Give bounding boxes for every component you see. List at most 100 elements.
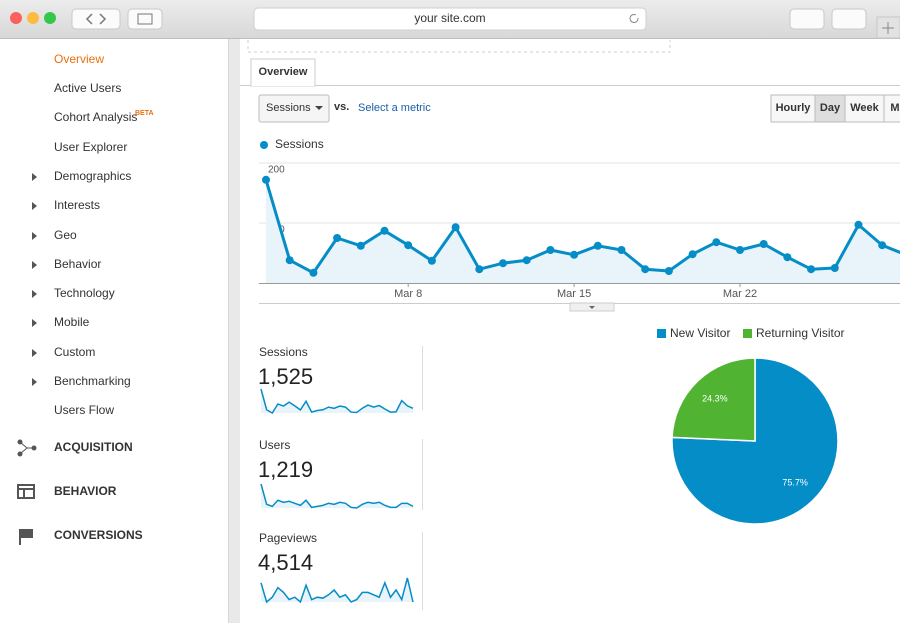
point — [830, 264, 839, 272]
section-label[interactable]: CONVERSIONS — [54, 528, 143, 542]
expand-arrow — [32, 378, 37, 386]
point — [736, 246, 744, 254]
point — [854, 220, 863, 229]
period-button[interactable] — [814, 94, 846, 123]
slice-label: 75.7% — [782, 477, 808, 487]
plus-icon — [882, 22, 894, 34]
y-tick-label: 200 — [268, 165, 285, 176]
scorecard-label: Sessions — [259, 345, 308, 359]
line — [264, 179, 900, 275]
expand-arrow — [32, 261, 37, 269]
nav-buttons[interactable] — [71, 8, 121, 30]
sparkline — [260, 388, 414, 415]
period-button[interactable] — [770, 94, 816, 123]
zoom-button[interactable] — [44, 12, 56, 24]
point — [712, 238, 721, 247]
vs-label: vs. — [334, 101, 349, 113]
collapse-arrow — [589, 306, 595, 309]
metric-label: Sessions — [266, 102, 311, 114]
sparkline — [260, 483, 414, 509]
metric-dropdown[interactable] — [258, 94, 330, 123]
point — [664, 267, 673, 275]
nav-item[interactable]: Interests — [54, 198, 100, 212]
point — [617, 246, 626, 254]
section-label[interactable]: BEHAVIOR — [54, 484, 117, 498]
period-button[interactable] — [883, 94, 900, 123]
expand-arrow — [32, 232, 37, 240]
expand-arrow — [32, 202, 37, 210]
nav-arrows — [85, 13, 107, 25]
minimize-button[interactable] — [27, 12, 39, 24]
point — [285, 256, 294, 265]
reload-icon[interactable] — [629, 14, 639, 23]
point — [427, 256, 436, 265]
x-tick-label: Mar 8 — [394, 288, 422, 300]
share-button[interactable] — [789, 8, 825, 30]
expand-arrow — [32, 349, 37, 357]
url: your site.com — [414, 11, 485, 25]
point — [522, 256, 531, 265]
period-label: Week — [850, 102, 879, 114]
point — [783, 253, 792, 262]
point — [546, 246, 555, 254]
close-button[interactable] — [10, 12, 22, 24]
period-label: Day — [820, 102, 841, 114]
sidebar-button[interactable] — [127, 8, 163, 30]
period-label: Hourly — [776, 102, 812, 114]
beta-badge: BETA — [135, 110, 154, 117]
period-label: M — [890, 102, 899, 114]
nav-item[interactable]: Behavior — [54, 257, 101, 271]
legend-marker — [260, 141, 268, 149]
nav-item[interactable]: Geo — [54, 228, 77, 242]
conversions-icon — [19, 529, 33, 545]
sparkline — [260, 577, 414, 604]
nav-item[interactable]: Benchmarking — [54, 374, 131, 388]
expand-arrow — [32, 173, 37, 181]
nav-item[interactable]: Cohort Analysis — [54, 110, 137, 124]
tabs-button[interactable] — [831, 8, 867, 30]
segment-box — [247, 40, 671, 53]
scorecard-value: 1,219 — [258, 457, 313, 482]
scorecard-label: Users — [259, 438, 290, 452]
sidebar-icon — [137, 13, 153, 25]
point — [309, 268, 318, 277]
acquisition-icon — [17, 439, 37, 457]
scorecard-label: Pageviews — [259, 531, 317, 545]
point — [499, 259, 507, 268]
expand-arrow — [32, 290, 37, 298]
main-content: Overview Sessions vs. Select a metric Ho… — [240, 40, 900, 610]
scorecard-value: 4,514 — [258, 550, 313, 575]
x-tick-label: Mar 22 — [723, 288, 757, 300]
x-tick-label: Mar 15 — [557, 288, 591, 300]
point — [570, 250, 579, 259]
nav-item[interactable]: Demographics — [54, 169, 131, 183]
point — [451, 223, 460, 232]
point — [333, 234, 342, 242]
sparkline-area — [261, 484, 413, 508]
legend-label: Returning Visitor — [756, 326, 845, 340]
section-label[interactable]: ACQUISITION — [54, 440, 133, 454]
nav-item[interactable]: Mobile — [54, 315, 90, 329]
slice-label: 24.3% — [702, 393, 728, 403]
legend-label: Sessions — [275, 137, 324, 151]
point — [262, 175, 270, 184]
nav-item[interactable]: Users Flow — [54, 403, 114, 417]
point — [475, 265, 484, 274]
dropdown-arrow — [315, 106, 323, 110]
legend-label: New Visitor — [670, 326, 730, 340]
nav-item[interactable]: User Explorer — [54, 140, 127, 154]
point — [356, 241, 365, 250]
sidebar-divider — [228, 39, 240, 623]
legend-swatch — [657, 329, 666, 338]
legend-swatch — [743, 329, 752, 338]
nav-item[interactable]: Overview — [54, 52, 104, 66]
behavior-icon — [17, 484, 35, 499]
nav-item[interactable]: Custom — [54, 345, 95, 359]
compare-link[interactable]: Select a metric — [358, 102, 431, 114]
point — [641, 265, 650, 274]
address-bar[interactable] — [253, 7, 647, 31]
nav-item[interactable]: Active Users — [54, 81, 121, 95]
nav-item[interactable]: Technology — [54, 286, 115, 300]
